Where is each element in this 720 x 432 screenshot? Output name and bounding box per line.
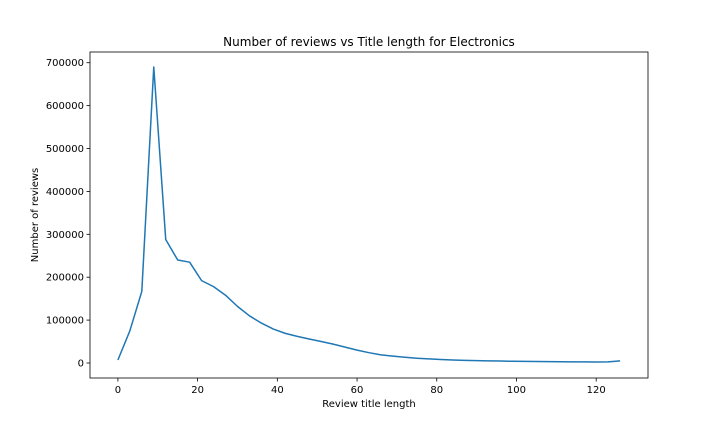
y-tick-label: 300000 [46,230,84,241]
y-axis-ticks: 0 100000 200000 300000 400000 500000 600000 700… [46,58,90,369]
y-tick-label: 400000 [46,187,84,198]
y-axis-label: Number of reviews [30,168,41,262]
series-line [117,66,621,363]
y-tick-label: 500000 [46,144,84,155]
y-tick-label: 100000 [46,316,84,327]
x-axis-ticks: 0 20 40 60 80 100 120 [115,378,606,396]
y-tick-label: 200000 [46,273,84,284]
plot-content [117,66,621,363]
x-tick-label: 40 [271,385,284,396]
y-tick-label: 600000 [46,101,84,112]
x-tick-label: 100 [507,385,526,396]
chart-title: Number of reviews vs Title length for El… [223,35,515,49]
x-tick-label: 120 [587,385,606,396]
x-axis-label: Review title length [322,399,415,410]
plot-frame [89,51,649,379]
x-tick-label: 60 [351,385,364,396]
x-tick-label: 80 [430,385,443,396]
y-tick-label: 0 [78,358,84,369]
x-tick-label: 20 [191,385,204,396]
y-tick-label: 700000 [46,58,84,69]
x-tick-label: 0 [115,385,121,396]
